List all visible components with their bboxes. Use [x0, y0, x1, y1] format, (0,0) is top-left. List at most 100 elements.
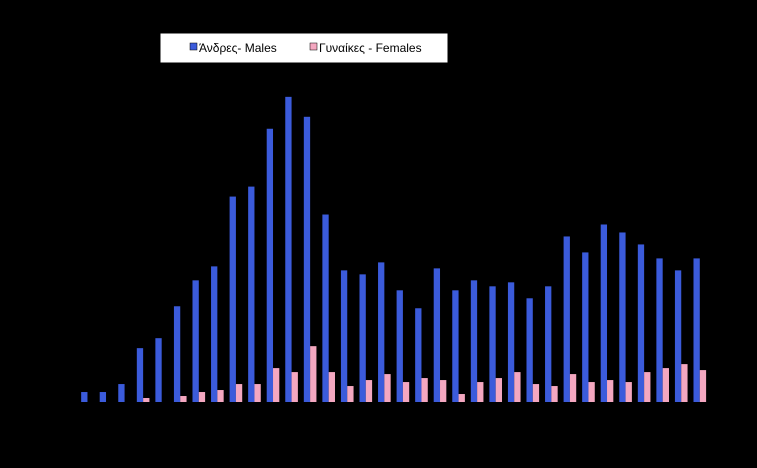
bar-females-2017	[644, 372, 651, 402]
y-tick-label: 60	[40, 277, 52, 289]
bar-females-1995	[235, 384, 243, 402]
x-tick-label: 2019	[669, 410, 693, 422]
bar-males-2009	[489, 286, 496, 402]
bar-females-2012	[551, 386, 558, 402]
bar-females-2001	[347, 386, 354, 402]
bar-males-2000	[322, 214, 329, 402]
y-tick-label: 160	[34, 78, 52, 90]
bar-males-1995	[229, 196, 236, 402]
bar-females-2003	[384, 374, 391, 402]
bar-males-2020	[693, 258, 700, 402]
x-tick-label: 2016	[614, 410, 638, 422]
legend-box	[159, 32, 449, 64]
bar-females-2009	[495, 378, 502, 402]
bar-males-1987	[81, 392, 88, 402]
legend-label-females: Γυναίκες - Females	[319, 41, 422, 55]
bar-males-1991	[155, 338, 162, 402]
x-tick-label: 2007	[447, 410, 471, 422]
bar-males-1997	[266, 128, 274, 402]
y-tick-label: 40	[40, 317, 52, 329]
bar-males-1990	[136, 348, 144, 402]
y-tick-label: 0	[46, 397, 52, 409]
x-tick-label: 1998	[280, 410, 304, 422]
bar-females-2000	[328, 372, 335, 402]
bar-females-1997	[273, 368, 280, 402]
y-tick-label: 20	[40, 357, 52, 369]
y-axis: 0 20 40 60 80 100 120 140 160 180	[34, 38, 61, 409]
x-tick-label: 1995	[224, 410, 248, 422]
bar-females-2014	[588, 382, 595, 402]
bar-males-2004	[396, 290, 403, 402]
x-axis: 1986 1989 1992 1995 1998 2001 2004 2007 2010 2013…	[57, 401, 728, 422]
bar-females-2019	[681, 364, 688, 402]
bar-males-2012	[545, 286, 552, 402]
bar-females-1992	[180, 396, 187, 402]
x-tick-label: 1992	[168, 410, 192, 422]
bar-males-1993	[192, 280, 199, 402]
x-tick-label: 2010	[502, 410, 526, 422]
bar-males-1999	[303, 116, 311, 403]
bar-females-1996	[254, 384, 261, 402]
legend-swatch-females	[309, 42, 318, 51]
bar-males-2007	[452, 290, 459, 402]
bar-males-1996	[248, 186, 255, 402]
series-females	[143, 346, 707, 402]
bar-females-1999	[310, 346, 317, 402]
y-tick-label: 140	[34, 118, 52, 130]
bar-males-2017	[637, 244, 645, 402]
bar-females-1990	[143, 398, 150, 402]
bar-females-2020	[699, 370, 707, 402]
x-tick-label: 2001	[335, 410, 359, 422]
bar-males-2014	[582, 252, 589, 402]
bars	[81, 96, 707, 403]
bar-males-2011	[526, 298, 533, 402]
bar-females-2011	[532, 384, 540, 402]
y-tick-label: 100	[34, 198, 52, 210]
bar-females-2015	[607, 380, 614, 402]
bar-females-2007	[458, 394, 465, 402]
series-males	[81, 96, 700, 403]
bar-males-2001	[340, 270, 348, 402]
legend: Άνδρες- Males Γυναίκες - Females	[159, 32, 449, 64]
bar-females-2004	[402, 382, 410, 402]
bar-males-2016	[619, 232, 626, 402]
bar-females-2008	[477, 382, 484, 402]
legend-label-males: Άνδρες- Males	[199, 41, 277, 55]
y-tick-label: 120	[34, 158, 52, 170]
bar-females-2010	[514, 372, 521, 402]
bar-females-2018	[662, 368, 669, 402]
bar-males-2018	[656, 258, 663, 402]
y-tick-label: 80	[40, 237, 52, 249]
bar-males-2019	[674, 270, 682, 402]
y-axis-label: Αριθμός Θανάτων / Number of deaths	[5, 117, 17, 302]
bar-females-2013	[569, 374, 577, 402]
bar-males-2003	[378, 262, 385, 402]
bar-males-2002	[359, 274, 366, 402]
bar-females-1998	[291, 372, 298, 402]
bar-males-2013	[563, 236, 570, 402]
bar-males-2015	[600, 224, 608, 402]
x-tick-label: 1986	[57, 410, 81, 422]
bar-males-2010	[507, 282, 515, 402]
y-tick-label: 180	[34, 38, 52, 50]
bar-females-1994	[217, 390, 224, 402]
bar-females-2002	[365, 380, 373, 402]
bar-males-2005	[415, 308, 422, 402]
bar-males-1988	[99, 392, 107, 402]
bar-males-1989	[118, 384, 125, 402]
x-tick-label: 1989	[113, 410, 137, 422]
bar-females-1993	[198, 392, 206, 402]
bar-males-1998	[285, 96, 292, 402]
x-axis-label: Έτος Θανάτου / Year of death	[327, 434, 473, 446]
x-tick-label: 2004	[391, 410, 415, 422]
bar-females-2006	[440, 380, 447, 402]
bar-females-2016	[625, 382, 632, 402]
bar-males-1994	[211, 266, 218, 402]
bar-males-2008	[470, 280, 478, 402]
x-tick-label: 2013	[558, 410, 582, 422]
bar-males-2006	[433, 268, 441, 402]
bar-males-1992	[173, 306, 181, 402]
legend-swatch-males	[189, 42, 198, 51]
